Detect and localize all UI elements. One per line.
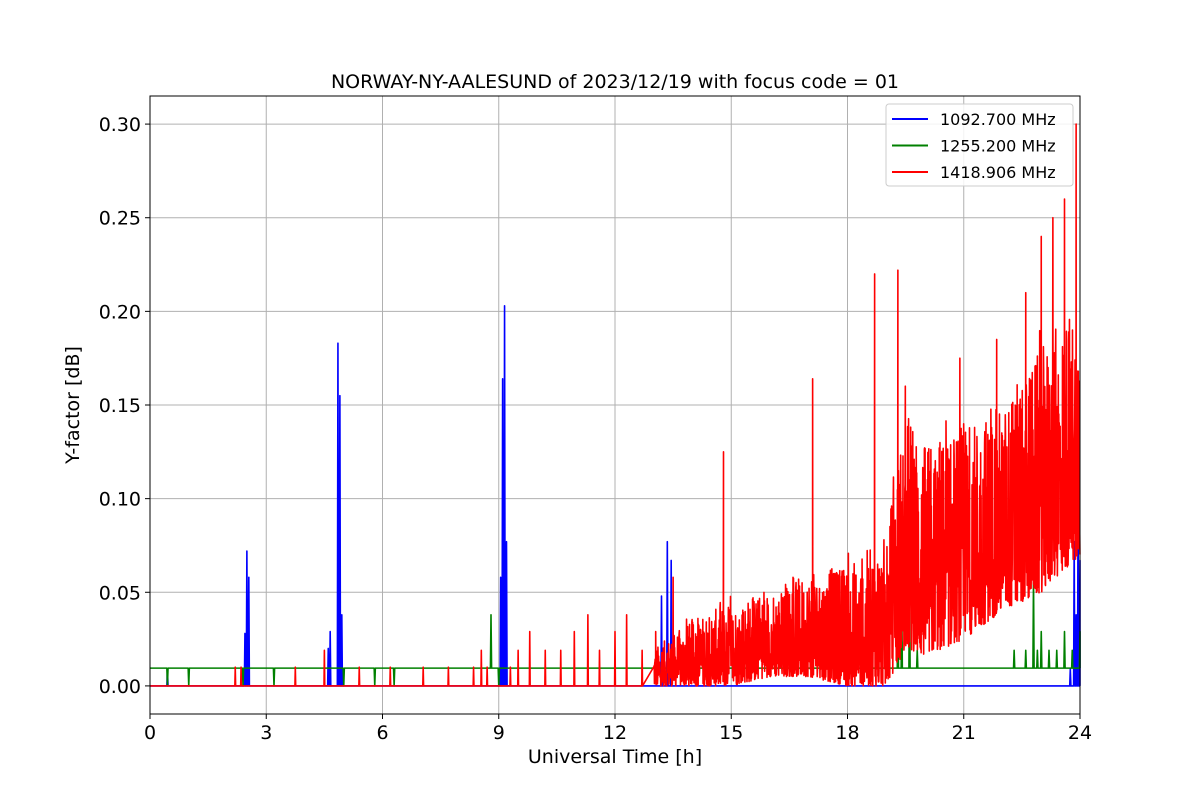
series-line — [150, 540, 1081, 687]
x-tick-label: 9 — [493, 722, 505, 744]
chart-title: NORWAY-NY-AALESUND of 2023/12/19 with fo… — [331, 71, 899, 93]
y-tick-label: 0.30 — [99, 114, 141, 136]
y-tick-label: 0.05 — [99, 582, 141, 604]
legend: 1092.700 MHz 1255.200 MHz 1418.906 MHz — [885, 103, 1074, 187]
y-axis-label: Y-factor [dB] — [62, 346, 84, 465]
legend-label: 1418.906 MHz — [940, 163, 1056, 182]
tick-layer: 0 3 6 9 12 15 18 21 24 0.00 0.05 0.10 0.15 0.20 0.25 0.… — [99, 114, 1092, 744]
x-tick-label: 24 — [1068, 722, 1092, 744]
x-tick-label: 0 — [144, 722, 156, 744]
series-line — [150, 304, 1081, 687]
x-tick-label: 6 — [376, 722, 388, 744]
x-tick-label: 21 — [952, 722, 976, 744]
x-axis-label: Universal Time [h] — [528, 746, 702, 768]
legend-box — [885, 103, 1074, 187]
y-tick-label: 0.20 — [99, 301, 141, 323]
x-tick-label: 12 — [603, 722, 627, 744]
series-layer — [150, 123, 1081, 687]
x-tick-label: 18 — [835, 722, 859, 744]
x-tick-label: 15 — [719, 722, 743, 744]
y-tick-label: 0.25 — [99, 208, 141, 230]
series-1418-906-mhz — [150, 123, 1081, 687]
legend-label: 1255.200 MHz — [940, 137, 1056, 156]
y-tick-label: 0.10 — [99, 489, 141, 511]
legend-label: 1092.700 MHz — [940, 110, 1056, 129]
y-tick-label: 0.15 — [99, 395, 141, 417]
series-line — [150, 123, 1081, 687]
series-1255-200-mhz — [150, 540, 1081, 687]
series-1092-700-mhz — [150, 304, 1081, 687]
y-tick-label: 0.00 — [99, 676, 141, 698]
x-tick-label: 3 — [260, 722, 272, 744]
